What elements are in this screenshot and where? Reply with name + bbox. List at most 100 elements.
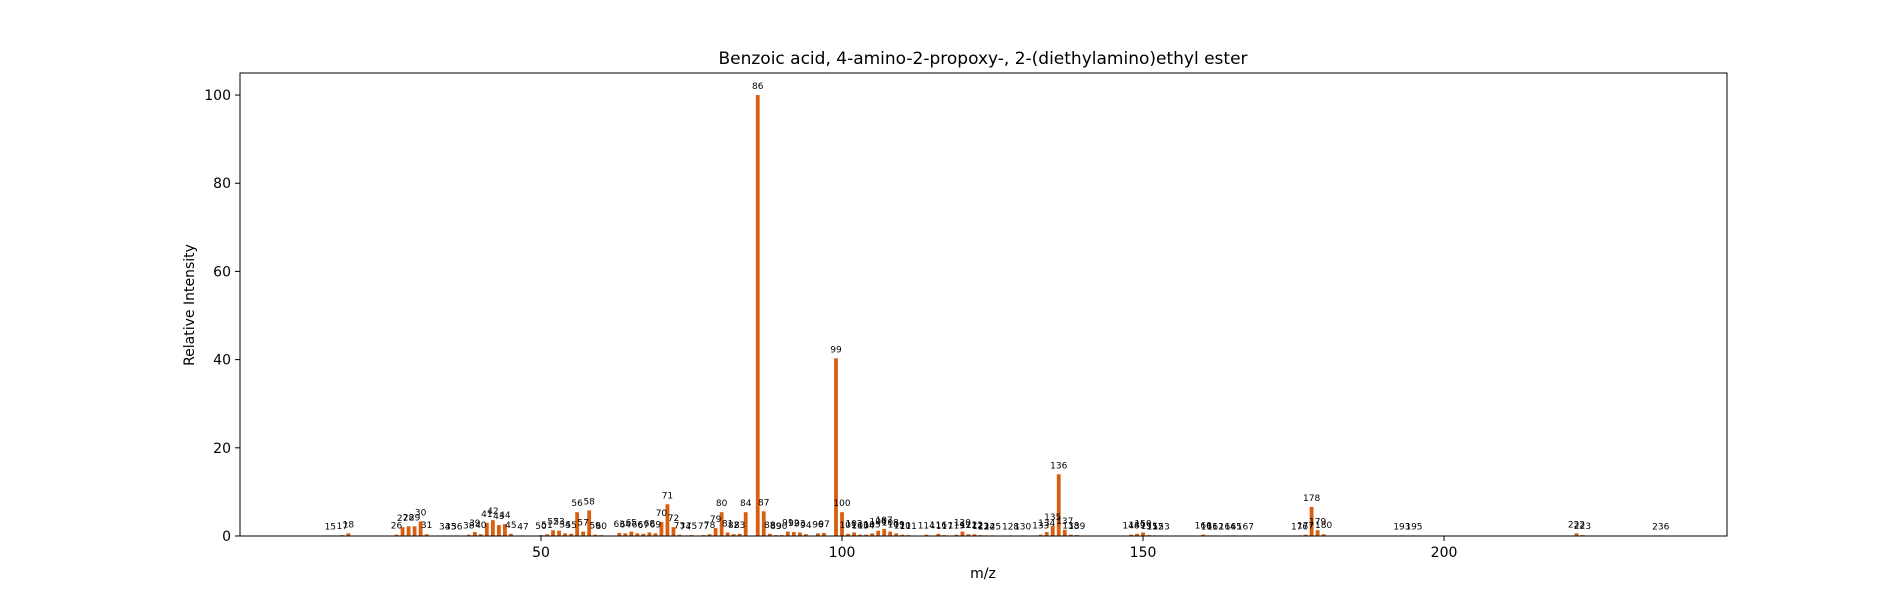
peak-bar-31	[424, 534, 429, 536]
peak-bar-83	[737, 533, 742, 536]
peak-label-93: 93	[794, 519, 805, 529]
peak-label-117: 117	[936, 522, 953, 532]
peak-label-96: 96	[812, 520, 824, 530]
peak-bar-59	[593, 534, 598, 536]
peak-label-63: 63	[614, 520, 625, 530]
peak-label-106: 106	[870, 518, 887, 528]
peak-label-223: 223	[1574, 522, 1591, 532]
y-axis-label: Relative Intensity	[182, 244, 198, 366]
peak-label-130: 130	[1014, 523, 1031, 533]
peak-label-38: 38	[463, 522, 475, 532]
peak-bar-56	[575, 512, 580, 536]
peak-label-104: 104	[858, 522, 875, 532]
peak-label-26: 26	[391, 522, 403, 532]
y-tick-label-60: 60	[213, 264, 231, 280]
peak-label-97: 97	[818, 520, 829, 530]
peak-bar-45	[509, 533, 513, 536]
peak-label-72: 72	[668, 514, 679, 524]
peak-label-110: 110	[894, 522, 911, 532]
peak-label-77: 77	[698, 522, 709, 532]
peak-bar-28	[406, 526, 411, 536]
peak-label-75: 75	[686, 522, 697, 532]
peak-label-120: 120	[954, 519, 971, 529]
y-tick-label-80: 80	[213, 176, 231, 192]
peak-label-36: 36	[451, 523, 463, 533]
peak-label-92: 92	[788, 519, 799, 529]
peak-bar-94	[804, 534, 808, 536]
peak-bar-120	[960, 531, 965, 536]
peak-label-35: 35	[445, 523, 456, 533]
peak-label-15: 15	[325, 523, 336, 533]
peak-bar-121	[966, 534, 971, 536]
peak-label-39: 39	[469, 519, 481, 529]
peak-label-41: 41	[481, 510, 492, 520]
peak-bar-109	[894, 533, 899, 536]
peak-bar-160	[1201, 534, 1206, 536]
peak-bar-136	[1056, 474, 1061, 536]
plot-frame	[239, 72, 1728, 537]
peak-label-177: 177	[1297, 522, 1314, 532]
peak-label-17: 17	[337, 522, 348, 532]
peak-label-51: 51	[541, 521, 552, 531]
peak-bar-63	[617, 532, 622, 536]
peak-label-50: 50	[535, 522, 547, 532]
peak-bar-102	[852, 532, 856, 536]
peak-label-79: 79	[710, 515, 722, 525]
peak-bar-133	[1038, 534, 1043, 536]
peak-label-114: 114	[918, 522, 935, 532]
peak-bar-119	[954, 534, 959, 536]
peak-bar-101	[846, 533, 850, 536]
peak-bar-57	[581, 531, 586, 536]
peak-label-18: 18	[343, 520, 355, 530]
peak-label-179: 179	[1309, 517, 1326, 527]
peak-label-116: 116	[930, 521, 947, 531]
peak-label-31: 31	[421, 521, 432, 531]
peak-label-162: 162	[1207, 523, 1224, 533]
y-tick-label-100: 100	[204, 88, 231, 104]
peak-bar-42	[490, 520, 495, 536]
peak-label-73: 73	[674, 522, 685, 532]
peak-bar-29	[412, 526, 417, 536]
peak-label-45: 45	[505, 521, 516, 531]
peak-bar-148	[1129, 534, 1133, 536]
x-tick-label-200: 200	[1431, 545, 1458, 561]
peak-label-88: 88	[764, 521, 776, 531]
peak-bar-87	[761, 511, 766, 536]
peak-bar-51	[545, 534, 549, 536]
peak-bar-44	[502, 524, 507, 536]
peak-bar-71	[665, 504, 670, 536]
peak-bar-99	[834, 358, 838, 536]
peak-label-195: 195	[1405, 523, 1422, 533]
peak-label-27: 27	[397, 514, 408, 524]
peak-bar-106	[876, 530, 881, 536]
peak-label-108: 108	[882, 519, 899, 529]
peak-label-119: 119	[948, 522, 965, 532]
peak-bar-70	[659, 521, 664, 536]
peak-bar-72	[671, 527, 676, 536]
peak-bar-104	[864, 534, 869, 536]
peak-label-78: 78	[704, 521, 716, 531]
y-tick-label-0: 0	[222, 529, 231, 545]
peak-bar-180	[1321, 534, 1326, 536]
peak-label-136: 136	[1050, 461, 1067, 471]
peak-label-89: 89	[770, 522, 782, 532]
peak-label-107: 107	[876, 516, 893, 526]
peak-bar-41	[484, 522, 489, 536]
peak-label-47: 47	[517, 523, 528, 533]
peak-label-135: 135	[1044, 513, 1061, 523]
peak-bar-86	[755, 95, 760, 537]
peak-label-64: 64	[620, 520, 632, 530]
peak-bar-39	[472, 532, 477, 536]
peak-label-66: 66	[632, 520, 644, 530]
peak-label-60: 60	[595, 522, 607, 532]
peak-bar-58	[587, 510, 592, 536]
peak-label-103: 103	[851, 522, 868, 532]
peak-label-42: 42	[487, 507, 498, 517]
peak-label-69: 69	[650, 520, 662, 530]
peak-bar-53	[557, 530, 561, 536]
peak-bar-67	[641, 533, 646, 536]
peak-bar-177	[1303, 534, 1308, 536]
peak-bar-138	[1068, 534, 1073, 536]
peak-bar-97	[822, 532, 826, 536]
